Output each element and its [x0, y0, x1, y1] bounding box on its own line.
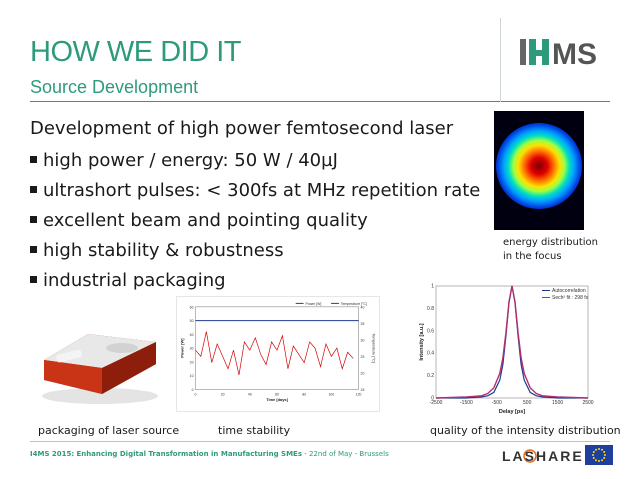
legend-label: Autocorrelation — [552, 288, 586, 294]
footer-date: - 22nd of May - Brussels — [302, 450, 389, 458]
y-tick-label: 0 — [431, 396, 434, 402]
y-tick-label: 20 — [190, 360, 194, 364]
intro-text: Development of high power femtosecond la… — [30, 118, 454, 139]
x-axis-label: Delay [ps] — [499, 409, 525, 415]
y-tick-label: 40 — [190, 333, 194, 337]
chart1-series — [195, 320, 359, 376]
x-tick-label: 2500 — [582, 400, 593, 406]
beam-caption-line1: energy distribution — [503, 237, 599, 248]
x-axis-label: Time [days] — [266, 397, 288, 402]
autocorrelation-chart: -2500 -1500 -500 500 1500 2500 0 0.2 0.4 0.6 0.8 1 D… — [418, 278, 596, 416]
y-right-tick-label: 40 — [361, 305, 365, 309]
y-right-tick-label: 30 — [361, 338, 365, 342]
y-right-tick-label: 25 — [361, 355, 365, 359]
list-item: industrial packaging — [30, 268, 480, 298]
list-item: excellent beam and pointing quality — [30, 208, 480, 238]
chart2-axes: -2500 -1500 -500 500 1500 2500 0 0.2 0.4 0.6 0.8 1 D… — [419, 284, 594, 416]
y-right-tick-label: 35 — [361, 322, 365, 326]
y-tick-label: 30 — [190, 347, 194, 351]
chart1-legend: Power [W] Temperature [°C] — [295, 302, 367, 306]
y-tick-label: 50 — [190, 319, 194, 323]
chart2-series — [435, 285, 589, 399]
x-tick-label: -2500 — [430, 400, 443, 406]
laser-device-image — [42, 334, 158, 404]
page-title: HOW WE DID IT — [30, 36, 241, 68]
legend-label: Sech² fit : 298 fs — [552, 295, 589, 301]
eu-flag-icon — [585, 445, 613, 465]
list-item-text: excellent beam and pointing quality — [43, 210, 368, 231]
y-right-tick-label: 20 — [361, 371, 365, 375]
chart1-axes: 0 20 40 60 80 100 120 0 10 20 30 40 50 60 15 20 25 30 35 40… — [180, 305, 377, 402]
i4ms-logo: MS — [520, 38, 597, 68]
y-tick-label: 0.2 — [427, 373, 434, 379]
stability-caption: time stability — [218, 424, 291, 437]
lashare-wordmark: LASHARE — [502, 448, 582, 464]
logo-divider — [500, 18, 501, 102]
beam-caption-line2: in the focus — [503, 251, 562, 262]
x-tick-label: 120 — [356, 392, 362, 396]
list-item-text: high stability & robustness — [43, 240, 284, 261]
x-tick-label: 20 — [221, 392, 225, 396]
bullet-icon — [30, 185, 37, 193]
y-tick-label: 0.6 — [427, 328, 434, 334]
footer-text: I4MS 2015: Enhancing Digital Transformat… — [30, 450, 389, 458]
x-tick-label: 80 — [302, 392, 306, 396]
eu-stars-icon — [592, 448, 606, 462]
y-right-axis-label: Temperature [°C] — [371, 333, 376, 363]
bullet-icon — [30, 275, 37, 283]
list-item-text: industrial packaging — [43, 270, 226, 291]
list-item-text: ultrashort pulses: < 300fs at MHz repeti… — [43, 180, 481, 201]
list-item: ultrashort pulses: < 300fs at MHz repeti… — [30, 178, 480, 208]
x-tick-label: 0 — [194, 392, 196, 396]
bullet-icon — [30, 245, 37, 253]
bullet-icon — [30, 155, 37, 163]
lashare-logo: LASHARE — [502, 448, 582, 464]
list-item-text: high power / energy: 50 W / 40µJ — [43, 150, 338, 171]
y-tick-label: 10 — [190, 374, 194, 378]
list-item: high power / energy: 50 W / 40µJ — [30, 148, 480, 178]
footer-divider — [30, 441, 610, 442]
plot-frame — [435, 285, 589, 399]
list-item: high stability & robustness — [30, 238, 480, 268]
legend-label: Power [W] — [306, 302, 322, 306]
x-tick-label: 40 — [248, 392, 252, 396]
y-tick-label: 0.4 — [427, 351, 434, 357]
title-divider — [30, 101, 610, 102]
beam-profile-image — [494, 111, 584, 230]
plot-frame — [195, 306, 359, 390]
y-axis-label: Power [W] — [180, 338, 185, 358]
y-tick-label: 60 — [190, 305, 194, 309]
x-tick-label: 500 — [523, 400, 532, 406]
x-tick-label: 60 — [275, 392, 279, 396]
y-tick-label: 1 — [431, 284, 434, 290]
y-tick-label: 0 — [192, 388, 194, 392]
series-line-1 — [436, 285, 588, 399]
series-line-2 — [195, 331, 354, 376]
feature-list: high power / energy: 50 W / 40µJ ultrash… — [30, 148, 480, 298]
x-tick-label: -500 — [492, 400, 502, 406]
footer-event: I4MS 2015: — [30, 450, 75, 458]
x-tick-label: 100 — [329, 392, 335, 396]
page-subtitle: Source Development — [30, 77, 199, 97]
y-axis-label: Intensity [a.u.] — [419, 323, 425, 360]
beam-spot — [496, 123, 582, 209]
y-tick-label: 0.8 — [427, 306, 434, 312]
series-line-2 — [435, 285, 589, 399]
legend-label: Temperature [°C] — [341, 302, 367, 306]
intensity-caption: quality of the intensity distribution — [430, 424, 621, 437]
laser-caption: packaging of laser source — [38, 424, 180, 437]
bullet-icon — [30, 215, 37, 223]
logo-wordmark: MS — [552, 38, 597, 68]
footer-tagline: Enhancing Digital Transformation in Manu… — [76, 450, 302, 458]
time-stability-chart: 0 20 40 60 80 100 120 0 10 20 30 40 50 60 15 20 25 30 35 40… — [176, 296, 380, 412]
y-right-tick-label: 15 — [361, 388, 365, 392]
x-tick-label: 1500 — [552, 400, 563, 406]
x-tick-label: -1500 — [460, 400, 473, 406]
